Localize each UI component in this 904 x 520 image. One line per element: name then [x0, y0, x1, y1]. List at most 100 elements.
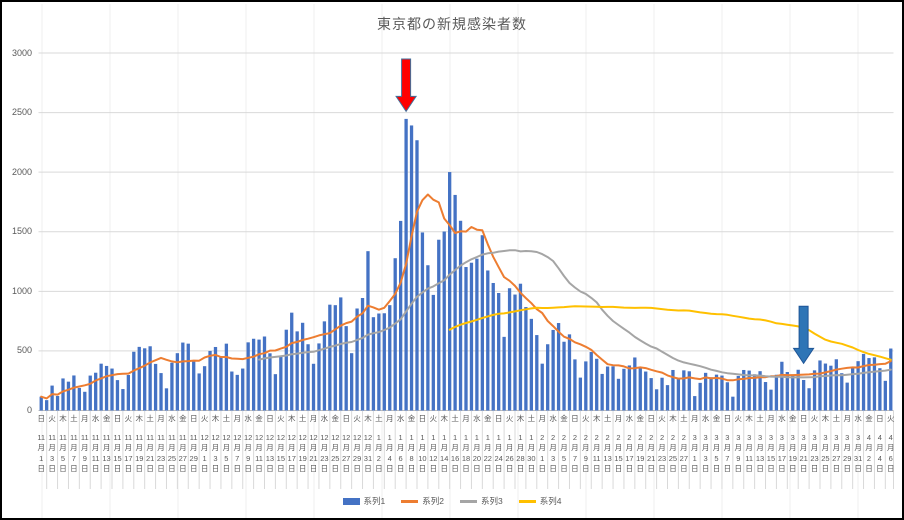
x-tick-date-part: 7	[235, 453, 240, 463]
x-tick-label: 土 11 月 7 日	[68, 414, 80, 475]
x-tick-date-part: 日	[669, 464, 677, 473]
x-tick-date-part: 3	[747, 432, 752, 442]
bar-series-1	[349, 353, 354, 411]
bar-series-1	[246, 342, 250, 411]
bar-series-1	[453, 194, 457, 411]
bar-series-1	[823, 363, 828, 411]
x-tick-date-part: 11	[48, 432, 56, 442]
x-tick-weekday: 月	[309, 414, 318, 423]
x-tick-weekday: 火	[200, 414, 209, 423]
x-tick-date-part: 2	[583, 432, 588, 442]
bar-series-1	[181, 342, 185, 411]
x-tick-date-part: 2	[540, 432, 545, 442]
x-tick-label: 日 12 月 13 日	[264, 414, 276, 475]
x-tick-date-part: 2	[605, 432, 610, 442]
x-tick-weekday: 火	[810, 414, 819, 423]
x-tick-weekday: 金	[789, 414, 797, 423]
bar-series-1	[812, 370, 817, 411]
bar-series-1	[159, 373, 163, 411]
x-tick-date-part: 11	[189, 432, 198, 442]
x-tick-date-part: 16	[450, 453, 460, 463]
x-tick-date-part: 月	[364, 443, 372, 452]
x-tick-label: 木 11 月 5 日	[57, 414, 69, 475]
x-tick-date-part: 日	[135, 464, 143, 473]
x-tick-weekday: 月	[233, 414, 242, 423]
x-tick-date-part: 月	[538, 443, 546, 452]
x-tick-date-part: 1	[507, 432, 512, 442]
bar-series-1	[284, 329, 288, 411]
x-tick-weekday: 土	[146, 414, 154, 423]
x-tick-weekday: 水	[854, 414, 862, 423]
bar-series-1	[834, 359, 838, 411]
x-tick-date-part: 3	[834, 432, 839, 442]
x-tick-date-part: 月	[887, 443, 895, 452]
bar-series-1	[458, 220, 463, 411]
bar-series-1	[153, 363, 158, 411]
x-tick-date-part: 日	[734, 464, 743, 473]
y-tick-label: 500	[16, 345, 32, 356]
bar-series-1	[627, 365, 632, 411]
x-tick-date-part: 14	[440, 453, 449, 463]
x-tick-date-part: 1	[518, 432, 523, 442]
x-tick-date-part: 月	[70, 443, 78, 452]
x-tick-date-part: 11	[157, 432, 165, 442]
x-tick-date-part: 1	[409, 432, 414, 442]
x-tick-date-part: 2	[649, 432, 654, 442]
x-tick-label: 木 12 月 17 日	[286, 414, 298, 475]
x-tick-date-part: 月	[734, 443, 743, 452]
x-tick-date-part: 日	[810, 464, 819, 473]
bar-series-1	[502, 336, 506, 411]
x-tick-date-part: 2	[670, 432, 676, 442]
bar-series-1	[148, 346, 152, 411]
x-tick-weekday: 日	[571, 414, 579, 423]
x-tick-date-part: 1	[376, 432, 381, 442]
x-tick-date-part: 11	[37, 432, 46, 442]
x-tick-date-part: 4	[866, 432, 872, 442]
bar-series-1	[83, 391, 87, 411]
x-tick-date-part: 12	[222, 432, 231, 442]
x-tick-date-part: 27	[832, 453, 841, 463]
legend-item: 系列4	[518, 495, 561, 507]
x-tick-date-part: 日	[407, 464, 416, 473]
x-tick-date-part: 28	[516, 453, 525, 463]
bar-series-1	[110, 368, 114, 411]
x-tick-date-part: 月	[647, 443, 655, 452]
bar-series-1	[322, 321, 327, 411]
bar-series-1	[126, 374, 131, 411]
bar-series-1	[241, 368, 245, 411]
bar-series-1	[791, 374, 795, 411]
x-tick-date-part: 2	[638, 432, 643, 442]
x-tick-weekday: 月	[157, 414, 165, 423]
x-tick-weekday: 水	[244, 414, 252, 423]
x-tick-date-part: 2	[551, 432, 556, 442]
x-tick-date-part: 月	[91, 443, 100, 452]
bar-series-1	[409, 125, 414, 411]
bar-series-1	[616, 378, 621, 411]
x-tick-weekday: 木	[592, 414, 601, 423]
x-tick-date-part: 22	[483, 453, 492, 463]
x-tick-date-part: 月	[440, 443, 448, 452]
x-tick-weekday: 金	[331, 414, 340, 423]
x-tick-date-part: 17	[287, 453, 296, 463]
x-tick-label: 日 12 月 27 日	[340, 414, 352, 475]
x-tick-label: 火 12 月 15 日	[275, 414, 287, 475]
x-tick-weekday: 水	[168, 414, 176, 423]
x-tick-date-part: 月	[287, 443, 296, 452]
x-tick-date-part: 日	[396, 464, 405, 473]
x-tick-date-part: 月	[342, 443, 350, 452]
bar-series-1	[671, 369, 675, 411]
x-tick-date-part: 月	[854, 443, 862, 452]
x-tick-date-part: 21	[799, 453, 808, 463]
x-tick-date-part: 月	[298, 443, 307, 452]
x-tick-date-part: 日	[789, 464, 797, 473]
x-tick-date-part: 1	[398, 432, 403, 442]
x-tick-date-part: 12	[352, 432, 362, 442]
x-tick-date-part: 月	[37, 443, 45, 452]
x-tick-date-part: 月	[146, 443, 154, 452]
x-tick-date-part: 月	[331, 443, 340, 452]
x-tick-label: 木 12 月 31 日	[362, 414, 374, 475]
